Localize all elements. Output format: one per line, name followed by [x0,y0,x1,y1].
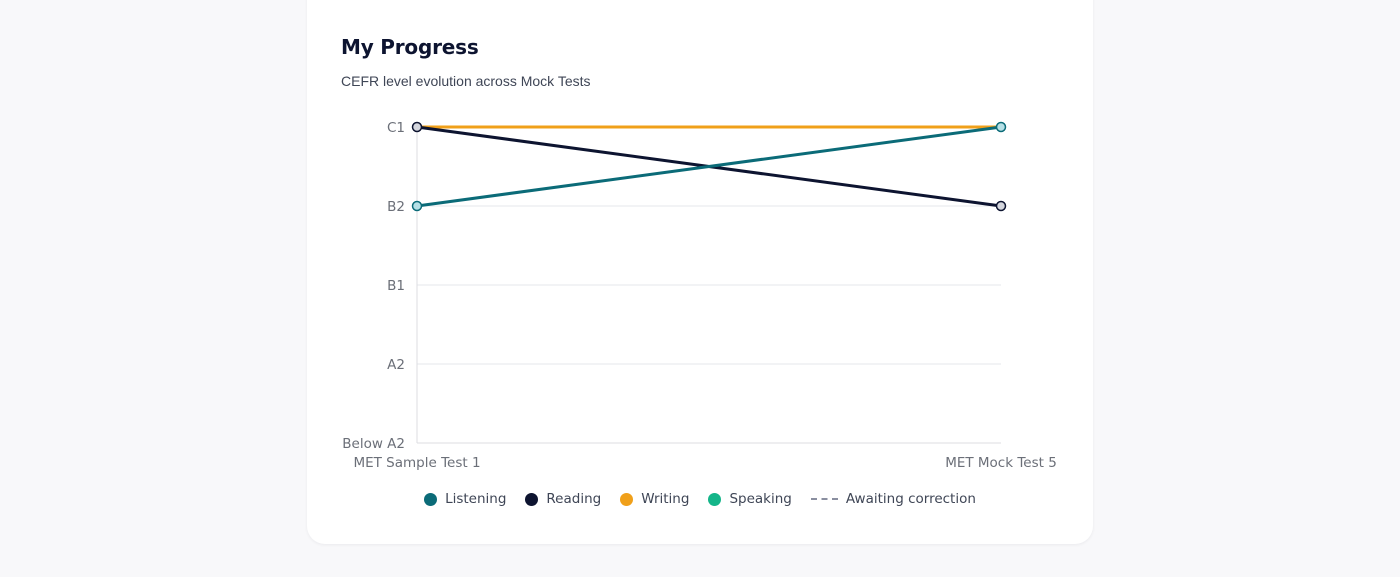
y-tick-label: A2 [387,357,405,373]
legend-dash-icon [810,498,838,500]
x-tick-label: MET Sample Test 1 [353,455,480,471]
progress-chart: Below A2 A2 B1 B2 C1 MET Sample Test 1 MET Mo… [342,120,1057,471]
legend-dot-icon [708,492,722,506]
legend-label: Speaking [729,491,792,507]
data-point-listening[interactable] [995,121,1007,133]
y-tick-label: B1 [387,278,405,294]
legend-dot-icon [424,492,438,506]
card-subtitle: CEFR level evolution across Mock Tests [341,73,591,89]
data-point-reading[interactable] [995,200,1007,212]
chart-legend: Listening Reading Writing Speaking Awaiting … [307,491,1093,507]
x-tick-label: MET Mock Test 5 [945,455,1057,471]
legend-label: Awaiting correction [845,491,976,507]
legend-label: Listening [445,491,507,507]
y-tick-label: B2 [387,199,405,215]
legend-label: Writing [641,491,690,507]
data-point-listening[interactable] [411,200,423,212]
legend-item-writing[interactable]: Writing [620,491,689,507]
legend-item-reading[interactable]: Reading [525,491,601,507]
y-tick-label: C1 [387,120,405,136]
legend-item-awaiting-correction[interactable]: Awaiting correction [810,491,976,507]
legend-item-listening[interactable]: Listening [424,491,506,507]
legend-dot-icon [620,492,634,506]
legend-item-speaking[interactable]: Speaking [708,491,792,507]
data-point-reading[interactable] [411,121,423,133]
y-tick-label: Below A2 [342,436,405,452]
legend-dot-icon [525,492,539,506]
series-line-listening [415,125,1003,208]
progress-card: My Progress CEFR level evolution across … [307,0,1093,544]
card-title: My Progress [341,35,479,59]
legend-label: Reading [546,491,602,507]
